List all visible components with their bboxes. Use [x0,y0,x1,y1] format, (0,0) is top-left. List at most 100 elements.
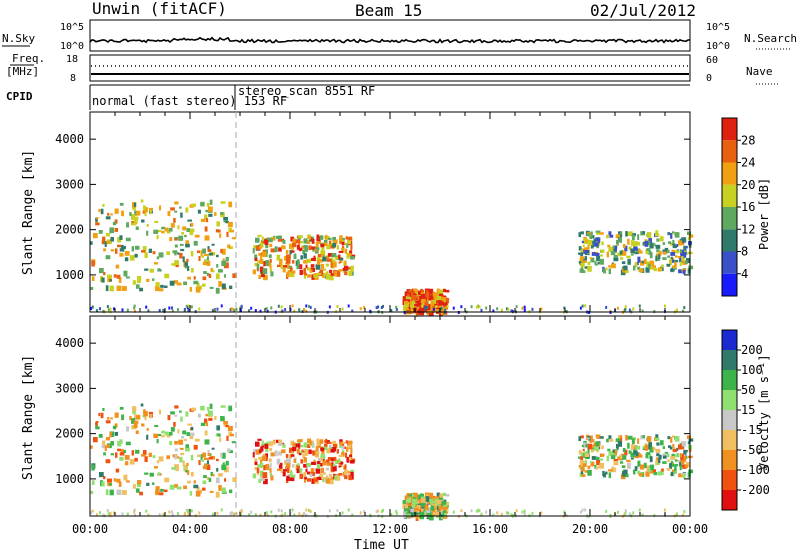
velocity-cell [282,471,286,477]
freq-unit: [MHz] [6,65,39,78]
power-cell [289,249,292,255]
power-cell [347,304,350,308]
velocity-cell [443,506,448,512]
velocity-cell [581,508,584,512]
power-cell [232,273,237,279]
velocity-cell [297,463,300,467]
power-cell [613,254,619,258]
cpid-program-2: stereo_scan 8551 RF [238,84,375,98]
velocity-cell [303,472,307,478]
power-cell [581,304,584,308]
velocity-cell [169,484,175,490]
power-cell [439,299,443,304]
power-cell [278,247,282,252]
velocity-cell [256,471,259,476]
velocity-cell [633,469,636,475]
velocity-cell [219,437,222,442]
velocity-cell [223,423,228,427]
velocity-cell [136,414,141,420]
power-cell [92,233,98,239]
power-cell [477,304,480,308]
velocity-cell [477,508,480,512]
velocity-cell [298,512,301,516]
power-cell [326,244,331,250]
power-cell [335,309,338,313]
power-cell [351,270,354,276]
velocity-cell [189,435,194,440]
velocity-cell [507,511,510,515]
power-cell [338,257,344,261]
power-cell [633,246,638,251]
velocity-cell [291,454,295,457]
power-cell [116,285,122,292]
power-cell [438,301,444,306]
velocity-cell [221,452,226,459]
velocity-cell [196,486,200,492]
power-cell [269,259,272,263]
velocity-cell [582,464,587,468]
power-cell [655,244,661,249]
power-cell [297,261,300,265]
power-cell [413,307,416,312]
velocity-cell [193,444,198,450]
power-cell [133,218,138,224]
velocity-cell [141,423,145,427]
velocity-cell [269,463,272,467]
velocity-cell [114,431,119,436]
velocity-cell [685,462,691,468]
velocity-cell [145,509,148,513]
colorbar-tick-label-1: 8 [741,245,748,259]
power-cell [304,272,307,276]
power-cell [350,244,353,250]
velocity-cell [112,511,115,515]
velocity-cell [269,473,273,476]
velocity-cell [119,406,124,410]
velocity-cell [208,477,212,483]
power-cell [325,263,329,267]
power-cell [131,246,135,252]
velocity-cell [209,490,214,493]
velocity-cell [140,403,144,407]
power-cell [627,258,631,265]
velocity-cell [582,448,585,452]
velocity-cell [414,493,418,498]
velocity-cell [563,510,566,514]
power-cell [332,259,336,263]
velocity-cell [270,475,274,481]
freq-tick-top: 18 [66,54,78,65]
velocity-cell [452,510,455,514]
velocity-cell [216,425,220,431]
power-cell [170,207,175,211]
xtick-label-3: 12:00 [372,522,408,536]
power-cell [133,306,136,310]
velocity-cell [619,454,624,459]
velocity-cell [666,467,671,471]
velocity-cell [121,512,124,516]
power-cell [336,305,339,309]
power-cell [405,308,409,311]
power-cell [266,309,269,313]
velocity-cell [162,512,165,516]
velocity-cell [412,504,418,508]
power-cell [652,243,656,247]
ytick-label-2000: 2000 [55,223,84,237]
power-cell [323,268,326,271]
velocity-cell [336,449,339,454]
velocity-cell [656,442,660,446]
power-cell [350,267,354,272]
velocity-cell [679,447,685,450]
velocity-cell [200,454,203,461]
velocity-cell [256,467,260,474]
power-cell [136,284,140,289]
velocity-cell [642,435,646,438]
power-cell [656,238,660,242]
cpid-program-1: normal (fast stereo) 153 RF [92,94,287,108]
ytick-label-3000: 3000 [55,381,84,395]
power-cell [262,249,266,253]
velocity-cell [581,474,586,478]
velocity-cell [326,462,332,466]
velocity-cell [204,430,208,436]
power-cell [684,260,688,265]
power-cell [113,274,117,278]
